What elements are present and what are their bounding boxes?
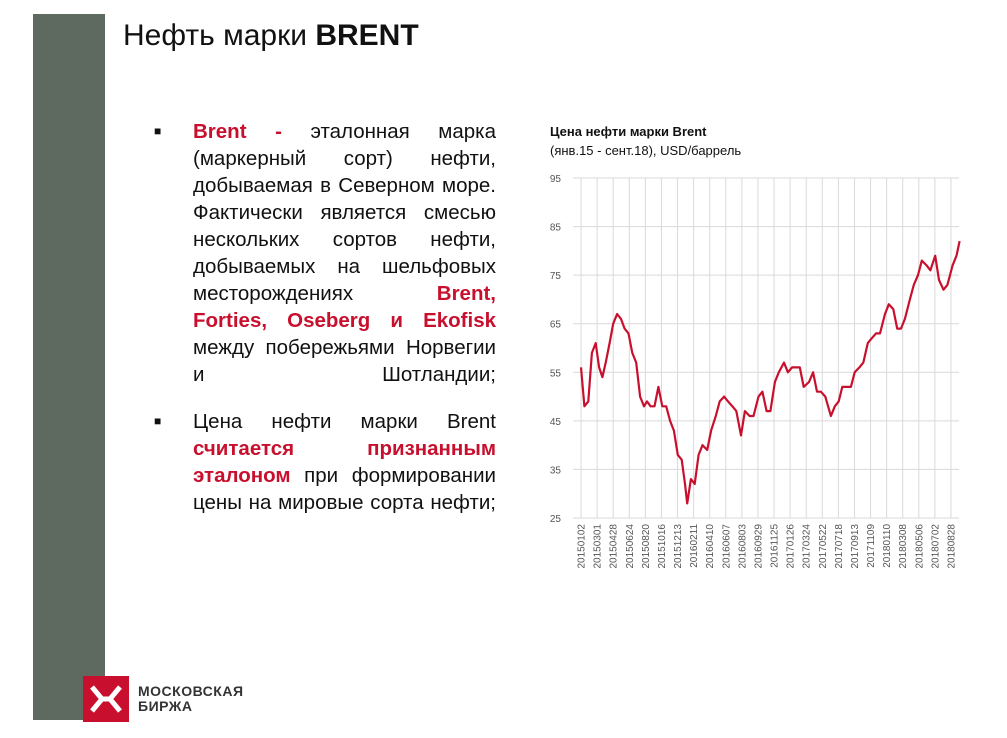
highlight-brent: Brent - <box>193 120 282 143</box>
chart-subtitle: (янв.15 - сент.18), USD/баррель <box>550 143 742 158</box>
y-tick-label: 95 <box>550 174 562 185</box>
x-tick-label: 20150624 <box>625 524 636 569</box>
y-tick-label: 75 <box>550 271 562 282</box>
x-tick-label: 20170522 <box>818 524 829 569</box>
x-tick-label: 20170718 <box>834 524 845 569</box>
sidebar-accent-bar <box>33 14 105 720</box>
x-tick-label: 20180506 <box>914 524 925 569</box>
x-tick-label: 20150102 <box>577 524 588 569</box>
y-tick-label: 55 <box>550 368 562 379</box>
brent-price-line <box>579 240 961 505</box>
x-tick-label: 20161125 <box>770 524 781 568</box>
y-tick-label: 45 <box>550 417 562 428</box>
bullet-item-price-benchmark: ■ Цена нефти марки Brent считается призн… <box>150 408 496 516</box>
x-tick-label: 20151213 <box>673 524 684 569</box>
bullet-square-icon: ■ <box>154 414 162 428</box>
slide-title: Нефть марки BRENT <box>123 19 419 52</box>
x-tick-label: 20180828 <box>946 524 957 569</box>
y-tick-label: 35 <box>550 465 562 476</box>
x-tick-label: 20180702 <box>930 524 941 569</box>
y-tick-label: 65 <box>550 320 562 331</box>
moex-logo-icon <box>83 676 129 722</box>
logo-line-2: БИРЖА <box>138 698 193 714</box>
x-tick-label: 20180110 <box>882 524 893 568</box>
bullet-list: ■ Brent - эталонная марка (маркерный сор… <box>150 118 496 536</box>
bullet-text: эталонная марка (маркерный сорт) нефти, … <box>193 120 496 305</box>
bullet-text: при формировании цены на мировые сорта н… <box>193 464 497 514</box>
brent-price-chart: 25 35 45 55 65 75 85 95 20150102 20150301 20150428… <box>550 174 961 569</box>
x-tick-label: 20170913 <box>850 524 861 569</box>
x-tick-label: 20160607 <box>721 524 732 569</box>
x-tick-label: 20170324 <box>802 524 813 569</box>
highlight-benchmark: считается признанным эталоном <box>193 437 496 487</box>
highlight-fields: Brent, Forties, Oseberg и Ekofisk <box>193 282 496 332</box>
bullet-text: между побережьями Норвегии и Шотландии; <box>193 336 496 386</box>
x-tick-label: 20160803 <box>737 524 748 569</box>
x-tick-label: 20150428 <box>609 524 620 569</box>
x-tick-label: 20150301 <box>593 524 604 569</box>
x-tick-label: 20160410 <box>705 524 716 569</box>
x-tick-label: 20160211 <box>689 524 700 568</box>
x-tick-label: 20160929 <box>753 524 764 569</box>
x-tick-label: 20151016 <box>657 524 668 569</box>
logo-text: МОСКОВСКАЯ БИРЖА <box>138 684 244 714</box>
logo-line-1: МОСКОВСКАЯ <box>138 683 244 699</box>
y-tick-label: 85 <box>550 223 562 234</box>
y-tick-label: 25 <box>550 514 562 525</box>
x-tick-label: 20180308 <box>898 524 909 569</box>
x-tick-label: 20150820 <box>641 524 652 569</box>
bullet-square-icon: ■ <box>154 124 162 138</box>
x-tick-label: 20170126 <box>786 524 797 569</box>
x-tick-label: 20171109 <box>866 524 877 568</box>
bullet-item-brent-definition: ■ Brent - эталонная марка (маркерный сор… <box>150 118 496 388</box>
chart-title: Цена нефти марки Brent <box>550 124 707 139</box>
bullet-text: Цена нефти марки Brent <box>193 410 496 433</box>
